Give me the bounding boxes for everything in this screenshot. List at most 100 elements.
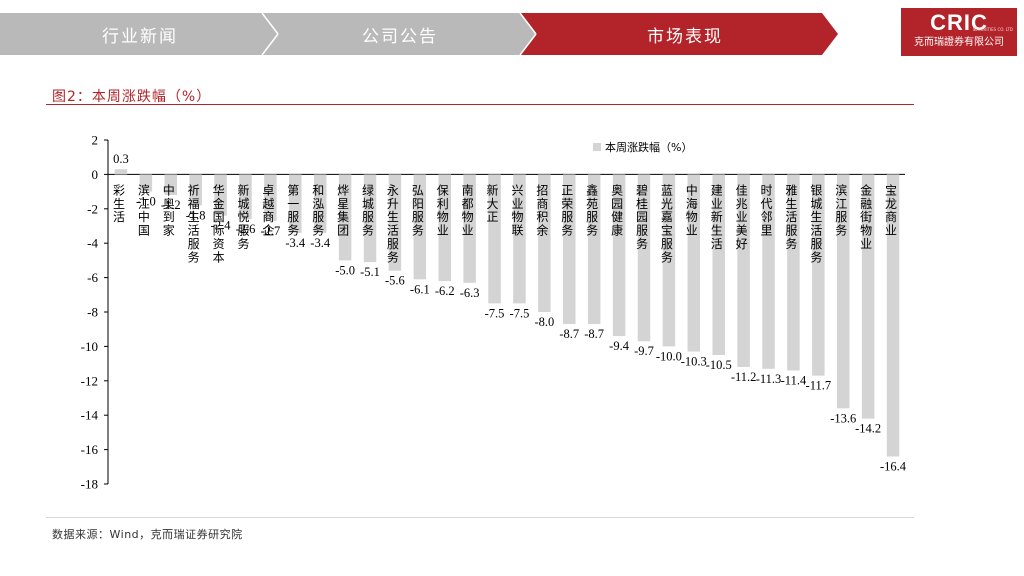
- y-tick-label: -10: [81, 339, 98, 354]
- category-label-char: 华: [213, 183, 225, 197]
- category-label-char: 商: [262, 209, 274, 224]
- bar: [812, 174, 825, 376]
- category-label-char: 一: [287, 197, 299, 211]
- category-label-char: 务: [661, 249, 673, 264]
- category-label-char: 绿: [362, 182, 374, 197]
- category-label-char: 卓: [262, 183, 274, 197]
- category-label-char: 物: [462, 210, 474, 224]
- category-label-char: 和: [312, 183, 324, 197]
- category-label-char: 新: [487, 182, 499, 197]
- category-label-char: 佳: [736, 183, 748, 197]
- bar: [264, 174, 277, 221]
- category-label-char: 活: [810, 224, 822, 238]
- category-label-char: 第: [287, 183, 299, 197]
- bar: [886, 174, 900, 457]
- category-label-char: 美: [736, 224, 748, 238]
- bar: [214, 174, 227, 216]
- category-label-char: 滨: [835, 182, 847, 197]
- data-label: -1.8: [186, 208, 206, 222]
- category-label-char: 服: [362, 210, 374, 224]
- bar: [538, 174, 551, 312]
- category-label-char: 弘: [412, 183, 424, 197]
- category-label-char: 业: [437, 224, 449, 238]
- category-label-char: 服: [636, 224, 648, 238]
- category-label-char: 园: [611, 197, 623, 211]
- y-tick-label: -12: [81, 373, 98, 388]
- data-label: -9.7: [634, 344, 654, 358]
- category-label-char: 物: [437, 210, 449, 224]
- category-label-char: 物: [686, 210, 698, 224]
- data-label: -7.5: [485, 306, 505, 320]
- category-label-char: 生: [711, 224, 723, 238]
- data-label: -3.4: [285, 236, 306, 250]
- data-label: -6.1: [410, 282, 430, 296]
- category-label-char: 银: [810, 183, 822, 197]
- category-label-char: 生: [387, 210, 399, 224]
- legend-swatch: [593, 143, 601, 151]
- category-label-char: 资: [213, 237, 225, 251]
- category-label-char: 务: [387, 249, 399, 264]
- category-label-char: 务: [636, 236, 648, 251]
- data-label: -1.0: [136, 195, 156, 209]
- category-label-char: 服: [835, 210, 847, 224]
- category-label-char: 雅: [785, 182, 797, 197]
- category-label-char: 升: [387, 197, 399, 211]
- category-label-char: 务: [188, 249, 200, 264]
- data-label: -3.4: [310, 236, 331, 250]
- tab-industry-news[interactable]: 行业新闻: [102, 26, 178, 47]
- category-label-char: 宝: [885, 183, 897, 197]
- category-label-char: 兴: [511, 183, 523, 197]
- data-label: -8.0: [534, 315, 554, 329]
- category-label-char: 里: [761, 224, 773, 238]
- category-label-char: 团: [337, 224, 349, 238]
- category-label-char: 服: [387, 237, 399, 251]
- data-label: 0.3: [113, 152, 129, 166]
- category-label-char: 积: [536, 210, 548, 224]
- category-label-char: 嘉: [661, 210, 673, 224]
- category-label-char: 建: [711, 183, 723, 197]
- data-label: -9.4: [609, 339, 630, 353]
- category-label-char: 正: [561, 183, 573, 197]
- category-label-char: 本: [213, 250, 225, 264]
- category-label-char: 彩: [113, 183, 125, 197]
- category-label-char: 务: [835, 223, 847, 238]
- bar: [612, 174, 626, 337]
- bar: [488, 174, 501, 304]
- data-source: 数据来源：Wind，克而瑞证券研究院: [52, 528, 243, 541]
- tab-company-announcements[interactable]: 公司公告: [362, 26, 438, 47]
- category-label-char: 城: [237, 197, 249, 211]
- footer-divider: [46, 517, 914, 518]
- category-label-char: 国: [213, 210, 225, 224]
- nav-tab-shape-1: [0, 13, 278, 55]
- category-label-char: 余: [536, 223, 548, 238]
- bar: [737, 174, 750, 368]
- figure-title: 图2：本周涨跌幅（%）: [52, 89, 212, 105]
- category-label-char: 金: [860, 182, 872, 197]
- category-label-char: 都: [462, 197, 474, 211]
- data-label: -8.7: [559, 327, 579, 341]
- bar: [762, 174, 775, 369]
- data-label: -6.3: [460, 286, 480, 300]
- bar: [787, 174, 800, 371]
- category-label-char: 务: [287, 223, 299, 238]
- cric-logo: CRIC 克而瑞證券有限公司 SECURITIES CO. LTD: [901, 8, 1017, 56]
- category-label-char: 泓: [312, 197, 324, 211]
- category-label-char: 到: [163, 210, 175, 224]
- data-label: -2.7: [260, 224, 280, 238]
- tab-market-performance[interactable]: 市场表现: [647, 26, 723, 47]
- data-label: -10.0: [656, 349, 682, 363]
- category-label-char: 永: [387, 183, 399, 197]
- data-label: -2.4: [211, 219, 232, 233]
- category-label-char: 利: [437, 197, 449, 211]
- data-label: -13.6: [830, 411, 856, 425]
- y-tick-label: -16: [81, 442, 99, 457]
- category-label-char: 活: [113, 210, 125, 224]
- category-label-char: 业: [885, 224, 897, 238]
- category-label-char: 金: [213, 196, 225, 211]
- category-label-char: 活: [188, 224, 200, 238]
- category-label-char: 邻: [761, 210, 773, 224]
- category-label-char: 活: [711, 237, 723, 251]
- bar: [687, 174, 701, 352]
- bar: [513, 174, 526, 304]
- bar: [463, 174, 476, 283]
